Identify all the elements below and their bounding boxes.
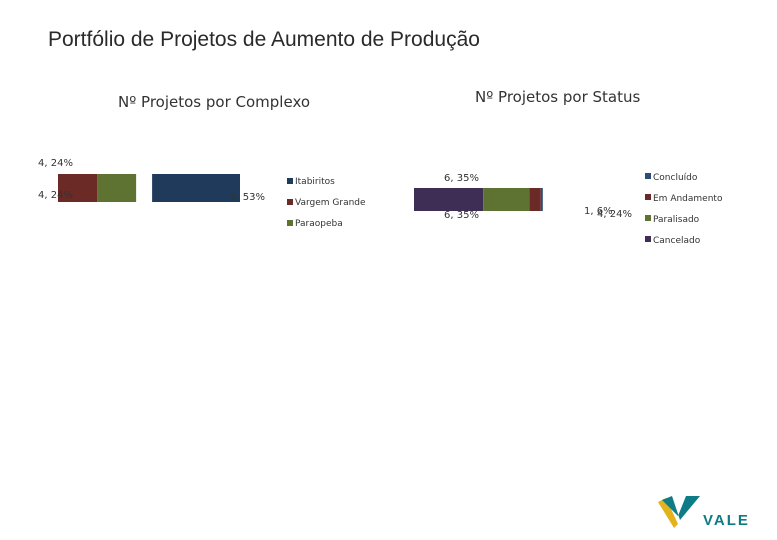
legend-swatch-paraopeba xyxy=(287,220,293,226)
bar-paralisado xyxy=(483,188,530,211)
data-label-paralisado: 4, 24% xyxy=(597,209,632,220)
data-label-cancelado: 6, 35% xyxy=(444,210,479,221)
legend-swatch-vargem-grande xyxy=(287,199,293,205)
legend-label-paralisado: Paralisado xyxy=(653,215,700,225)
legend-label-em-andamento: Em Andamento xyxy=(653,194,723,204)
vale-logo-text: VALE xyxy=(703,512,750,529)
legend-label-paraopeba: Paraopeba xyxy=(295,219,343,229)
bar-vargem-grande xyxy=(58,174,98,202)
bar-itabiritos xyxy=(152,174,240,202)
bar-paraopeba xyxy=(97,174,137,202)
status-chart: 6, 35% 1, 6%4, 24% 6, 35% Concluído Em Andam… xyxy=(414,173,723,246)
data-label-itabiritos: 9, 53% xyxy=(230,192,265,203)
legend-label-cancelado: Cancelado xyxy=(653,236,701,246)
legend-swatch-em-andamento xyxy=(645,194,651,200)
legend-label-concluido: Concluído xyxy=(653,173,698,183)
complexo-chart: 9, 53% 4, 24% 4, 24% Itabiritos Vargem Grand… xyxy=(38,158,366,229)
data-label-paraopeba: 4, 24% xyxy=(38,158,73,169)
data-label-vargem-grande: 4, 24% xyxy=(38,190,73,201)
legend-swatch-itabiritos xyxy=(287,178,293,184)
logo-teal-shape xyxy=(662,496,700,520)
legend-swatch-cancelado xyxy=(645,236,651,242)
legend-swatch-paralisado xyxy=(645,215,651,221)
data-label-em-andamento: 1, 6% xyxy=(584,206,613,217)
legend-label-itabiritos: Itabiritos xyxy=(295,177,335,187)
bar-concluido xyxy=(540,188,543,211)
chart-title-status: Nº Projetos por Status xyxy=(475,88,641,106)
chart-title-complexo: Nº Projetos por Complexo xyxy=(118,93,311,111)
logo-yellow-shape xyxy=(658,498,678,528)
bar-cancelado xyxy=(414,188,484,211)
legend-label-vargem-grande: Vargem Grande xyxy=(295,198,366,208)
data-label-concluido: 6, 35% xyxy=(444,173,479,184)
bar-em-andamento xyxy=(529,188,541,211)
vale-logo-icon xyxy=(658,496,700,528)
legend-swatch-concluido xyxy=(645,173,651,179)
slide-title: Portfólio de Projetos de Aumento de Prod… xyxy=(48,28,480,51)
